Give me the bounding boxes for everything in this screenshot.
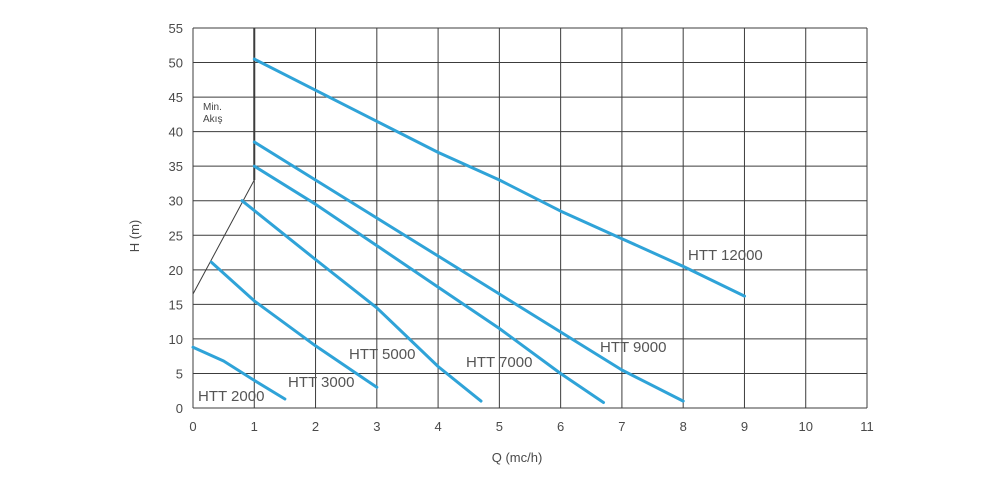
x-tick-label: 5	[496, 419, 503, 434]
y-tick-label: 5	[176, 366, 183, 381]
series-line-htt-5000	[240, 199, 483, 403]
y-tick-label: 10	[169, 332, 183, 347]
y-tick-label: 0	[176, 401, 183, 416]
y-tick-label: 45	[169, 90, 183, 105]
series-label-htt-2000: HTT 2000	[198, 388, 264, 405]
series-label-htt-9000: HTT 9000	[600, 339, 666, 356]
x-tick-label: 7	[618, 419, 625, 434]
x-tick-label: 9	[741, 419, 748, 434]
min-flow-label-line1: Min.	[203, 102, 222, 113]
min-flow-boundary-line	[192, 179, 255, 295]
series-label-htt-7000: HTT 7000	[466, 354, 532, 371]
series-label-htt-12000: HTT 12000	[688, 247, 763, 264]
x-tick-label: 2	[312, 419, 319, 434]
x-tick-label: 6	[557, 419, 564, 434]
y-axis-title: H (m)	[127, 220, 142, 253]
grid	[192, 27, 868, 409]
x-tick-label: 0	[189, 419, 196, 434]
y-tick-label: 35	[169, 159, 183, 174]
x-tick-label: 8	[680, 419, 687, 434]
x-tick-label: 3	[373, 419, 380, 434]
y-tick-label: 15	[169, 297, 183, 312]
series	[191, 57, 746, 404]
x-tick-label: 1	[251, 419, 258, 434]
y-tick-label: 25	[169, 228, 183, 243]
y-tick-label: 50	[169, 56, 183, 71]
series-line-htt-3000	[209, 260, 379, 389]
x-tick-label: 10	[798, 419, 812, 434]
series-label-htt-5000: HTT 5000	[349, 346, 415, 363]
y-tick-label: 20	[169, 263, 183, 278]
x-axis-title: Q (mc/h)	[492, 450, 543, 465]
series-line-htt-2000	[191, 345, 287, 401]
series-labels: HTT 2000 HTT 3000 HTT 5000 HTT 7000 HTT …	[198, 247, 763, 405]
series-line-htt-7000	[252, 164, 605, 404]
y-tick-label: 40	[169, 125, 183, 140]
series-label-htt-3000: HTT 3000	[288, 374, 354, 391]
min-flow-label-line2: Akış	[203, 114, 222, 125]
x-tick-label: 4	[434, 419, 441, 434]
x-tick-label: 11	[860, 419, 874, 434]
y-tick-label: 30	[169, 194, 183, 209]
y-tick-label: 55	[169, 21, 183, 36]
series-line-htt-9000	[252, 140, 685, 403]
series-line-htt-12000	[252, 57, 746, 298]
min-flow-annotation: Min. Akış	[192, 28, 256, 295]
